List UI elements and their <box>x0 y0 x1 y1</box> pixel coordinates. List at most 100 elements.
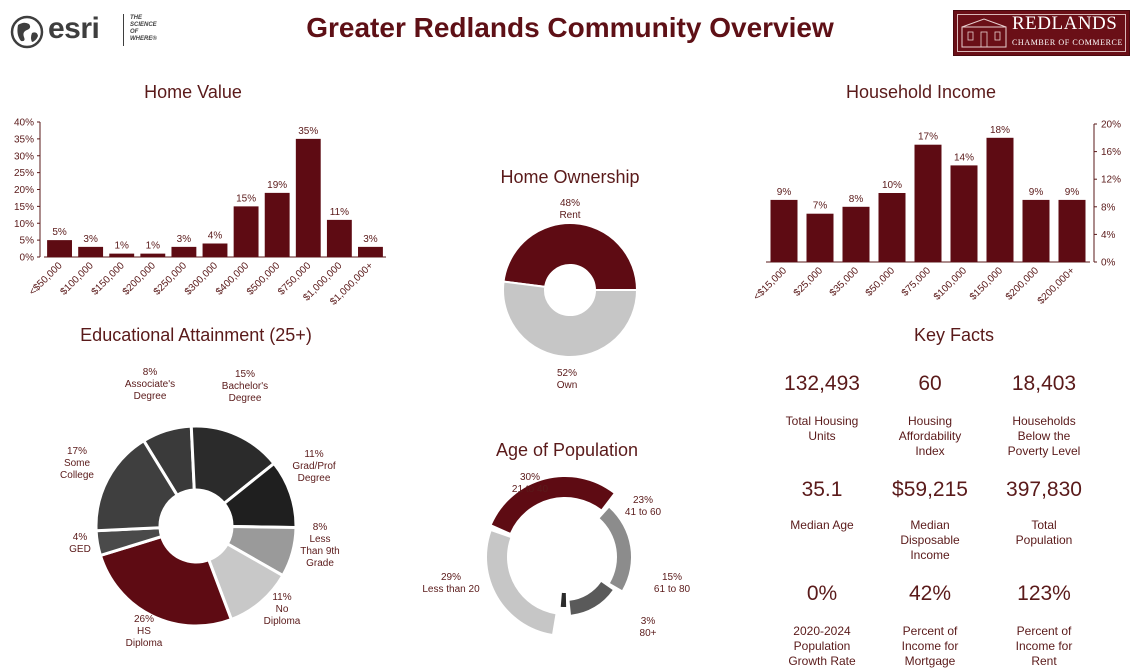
x-tick-label: $100,000 <box>932 265 970 303</box>
slice-label: 17% <box>67 446 87 457</box>
slice-label: 8% <box>143 367 158 378</box>
bar <box>770 199 798 262</box>
bar <box>264 192 290 257</box>
bar-value-label: 10% <box>882 180 902 191</box>
x-tick-label: $200,000 <box>1004 265 1042 303</box>
slice-label: 29% <box>441 572 461 583</box>
slice-label: No <box>276 604 289 615</box>
key-fact-value: 60 <box>918 372 942 395</box>
y-tick-label: 0% <box>20 253 35 264</box>
globe-icon <box>10 15 44 49</box>
y-tick-label: 8% <box>1101 202 1116 213</box>
slice-label: 21 to 40 <box>512 484 549 495</box>
pie-slice <box>189 424 277 506</box>
y-tick-label: 15% <box>14 202 34 213</box>
household-income-title: Household Income <box>845 82 997 102</box>
education-chart: 8%Associate'sDegree15%Bachelor'sDegree11… <box>60 367 340 649</box>
key-fact-label: Households Below the Poverty Level <box>1007 414 1081 458</box>
bar <box>233 206 259 257</box>
bar <box>950 165 978 262</box>
slice-label: 30% <box>520 472 540 483</box>
bar-value-label: 7% <box>813 201 828 212</box>
key-fact-value: $59,215 <box>892 478 968 501</box>
bar-value-label: 35% <box>298 126 318 137</box>
bar <box>140 253 166 257</box>
slice-label: 52% <box>557 368 577 379</box>
bar <box>878 193 906 262</box>
chamber-logo: REDLANDS CHAMBER OF COMMERCE <box>953 10 1130 56</box>
pie-slice <box>98 534 234 628</box>
slice-label: 11% <box>272 592 291 603</box>
y-tick-label: 5% <box>20 236 35 247</box>
slice-label: HS <box>137 626 151 637</box>
household-income-chart: 0% 4% 8% 12% 16% 20% 9% <$15,000 7% $25,000 8% $35,… <box>752 120 1121 307</box>
bar-value-label: 8% <box>849 194 864 205</box>
slice-label: 80+ <box>640 628 657 639</box>
age-segment <box>491 477 614 533</box>
bar <box>842 206 870 262</box>
slice-label: 4% <box>73 532 88 543</box>
y-tick-label: 35% <box>14 134 34 145</box>
slice-label: Bachelor's <box>222 381 268 392</box>
age-chart: 30%21 to 40 23%41 to 60 15%61 to 80 3%80+ 29… <box>422 472 691 639</box>
key-fact-label: Percent of Income for Mortgage <box>901 624 959 668</box>
slice-label: 15% <box>662 572 682 583</box>
key-facts-title: Key Facts <box>913 325 995 345</box>
age-segment <box>599 507 631 591</box>
slice-label: 26% <box>134 614 154 625</box>
bar <box>202 243 228 257</box>
y-tick-label: 40% <box>14 118 34 129</box>
bar-value-label: 19% <box>267 180 287 191</box>
slice-label: 61 to 80 <box>654 584 691 595</box>
x-tick-label: <$15,000 <box>752 265 790 303</box>
bar <box>78 246 104 257</box>
slice-label: 48% <box>560 198 580 209</box>
y-tick-label: 20% <box>14 185 34 196</box>
bar-value-label: 1% <box>115 241 130 252</box>
y-tick-label: 16% <box>1101 147 1121 158</box>
pie-slice <box>502 280 639 358</box>
age-segment <box>487 531 556 634</box>
bar <box>109 253 135 257</box>
esri-wordmark: esri <box>48 12 100 45</box>
slice-label: Associate's <box>125 379 175 390</box>
key-fact-value: 42% <box>908 582 952 605</box>
x-tick-label: $50,000 <box>864 265 898 299</box>
pie-slice <box>94 438 180 533</box>
bar <box>295 138 321 257</box>
bar-value-label: 17% <box>918 132 938 143</box>
bar <box>47 240 72 257</box>
bar <box>1022 199 1050 262</box>
bar-value-label: 4% <box>208 231 223 242</box>
key-fact-value: 397,830 <box>1006 478 1082 501</box>
bar-value-label: 3% <box>177 234 192 245</box>
home-ownership-title: Home Ownership <box>500 167 640 187</box>
pie-slice <box>502 222 639 291</box>
bar-value-label: 3% <box>83 234 98 245</box>
slice-label: Grade <box>306 558 334 569</box>
bar-value-label: 5% <box>52 227 67 238</box>
key-fact-label: Median Age <box>790 518 854 532</box>
key-fact-value: 18,403 <box>1011 372 1077 395</box>
y-tick-label: 12% <box>1101 175 1121 186</box>
x-tick-label: $25,000 <box>792 265 826 299</box>
page-title: Greater Redlands Community Overview <box>306 12 834 43</box>
slice-label: Less than 20 <box>422 584 480 595</box>
slice-label: Rent <box>559 210 580 221</box>
esri-logo: esri THE SCIENCE OF WHERE® <box>10 12 170 52</box>
bar-value-label: 11% <box>330 207 349 218</box>
esri-tagline: THE SCIENCE OF WHERE® <box>130 15 157 42</box>
bar <box>326 219 352 257</box>
slice-label: Diploma <box>126 638 163 649</box>
key-fact-label: Housing Affordability Index <box>898 414 962 458</box>
key-fact-value: 35.1 <box>801 478 843 501</box>
bar-value-label: 1% <box>146 241 161 252</box>
y-tick-label: 0% <box>1101 258 1116 269</box>
slice-label: Some <box>64 458 91 469</box>
bar <box>914 144 942 262</box>
key-fact-value: 132,493 <box>784 372 860 395</box>
x-tick-label: <$50,000 <box>27 260 65 298</box>
x-tick-label: $75,000 <box>900 265 934 299</box>
y-tick-label: 4% <box>1101 230 1116 241</box>
home-value-title: Home Value <box>144 82 242 102</box>
